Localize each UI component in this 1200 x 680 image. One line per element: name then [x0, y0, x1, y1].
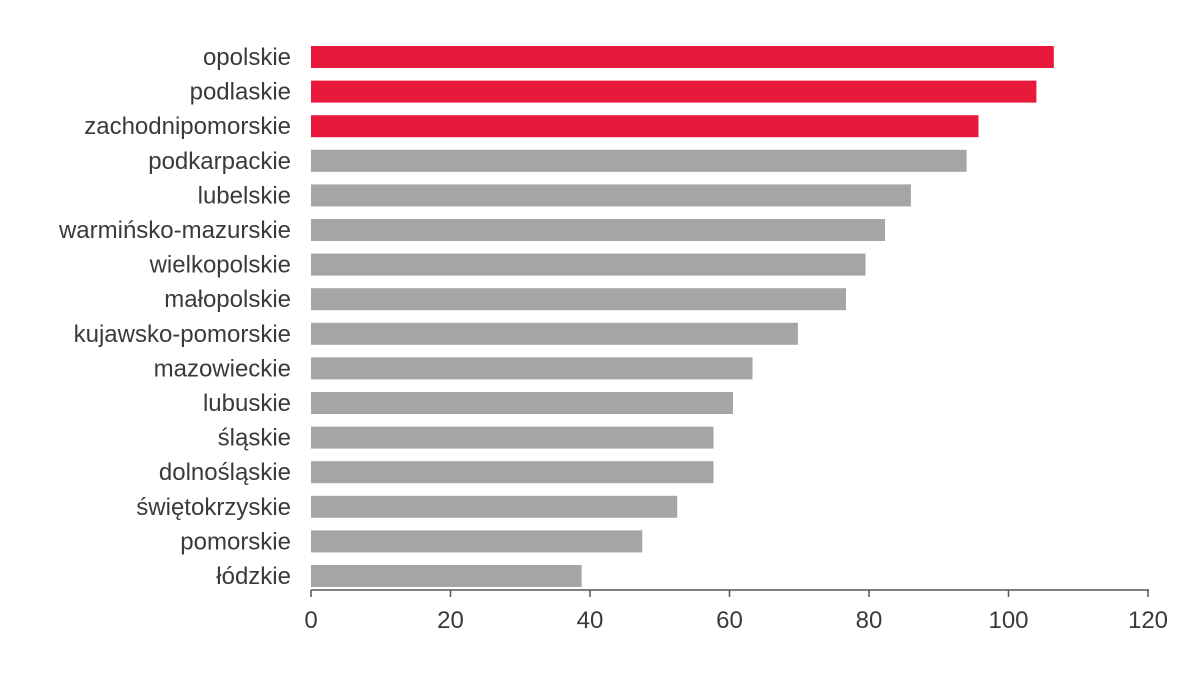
category-label-4: lubelskie	[198, 182, 291, 209]
bar-3	[311, 149, 967, 172]
category-label-15: łódzkie	[216, 563, 291, 590]
category-label-12: dolnośląskie	[159, 459, 291, 486]
bar-11	[311, 426, 714, 449]
x-axis: 0 20 40 60 80 100 120	[304, 589, 1168, 634]
category-label-2: zachodnipomorskie	[84, 113, 291, 140]
bar-12	[311, 461, 714, 484]
category-label-6: wielkopolskie	[149, 252, 291, 279]
bar-8	[311, 322, 798, 345]
bar-7	[311, 288, 846, 311]
category-label-10: lubuskie	[203, 390, 291, 417]
x-tick-label-3: 60	[716, 607, 743, 634]
x-tick-label-6: 120	[1128, 607, 1168, 634]
bars-group	[311, 46, 1054, 587]
category-label-11: śląskie	[218, 425, 291, 452]
category-label-14: pomorskie	[180, 528, 291, 555]
category-label-7: małopolskie	[164, 286, 291, 313]
category-label-8: kujawsko-pomorskie	[74, 321, 291, 348]
category-labels: opolskie podlaskie zachodnipomorskie podkar…	[58, 44, 291, 590]
x-tick-label-1: 20	[437, 607, 464, 634]
bar-15	[311, 565, 582, 587]
bar-0	[311, 46, 1054, 68]
bar-6	[311, 253, 866, 276]
bar-13	[311, 495, 678, 518]
bar-5	[311, 219, 885, 241]
category-label-5: warmińsko-mazurskie	[58, 217, 291, 244]
bar-14	[311, 530, 643, 553]
category-label-9: mazowieckie	[154, 355, 291, 382]
category-label-0: opolskie	[203, 44, 291, 71]
category-label-1: podlaskie	[190, 79, 291, 106]
x-tick-label-2: 40	[577, 607, 604, 634]
bar-2	[311, 115, 979, 138]
category-label-13: świętokrzyskie	[136, 494, 291, 521]
category-label-3: podkarpackie	[148, 148, 291, 175]
x-tick-label-4: 80	[856, 607, 883, 634]
x-tick-label-5: 100	[988, 607, 1028, 634]
bar-9	[311, 357, 753, 380]
bar-10	[311, 392, 733, 414]
x-tick-label-0: 0	[304, 607, 317, 634]
bar-1	[311, 80, 1037, 103]
bar-4	[311, 184, 911, 207]
